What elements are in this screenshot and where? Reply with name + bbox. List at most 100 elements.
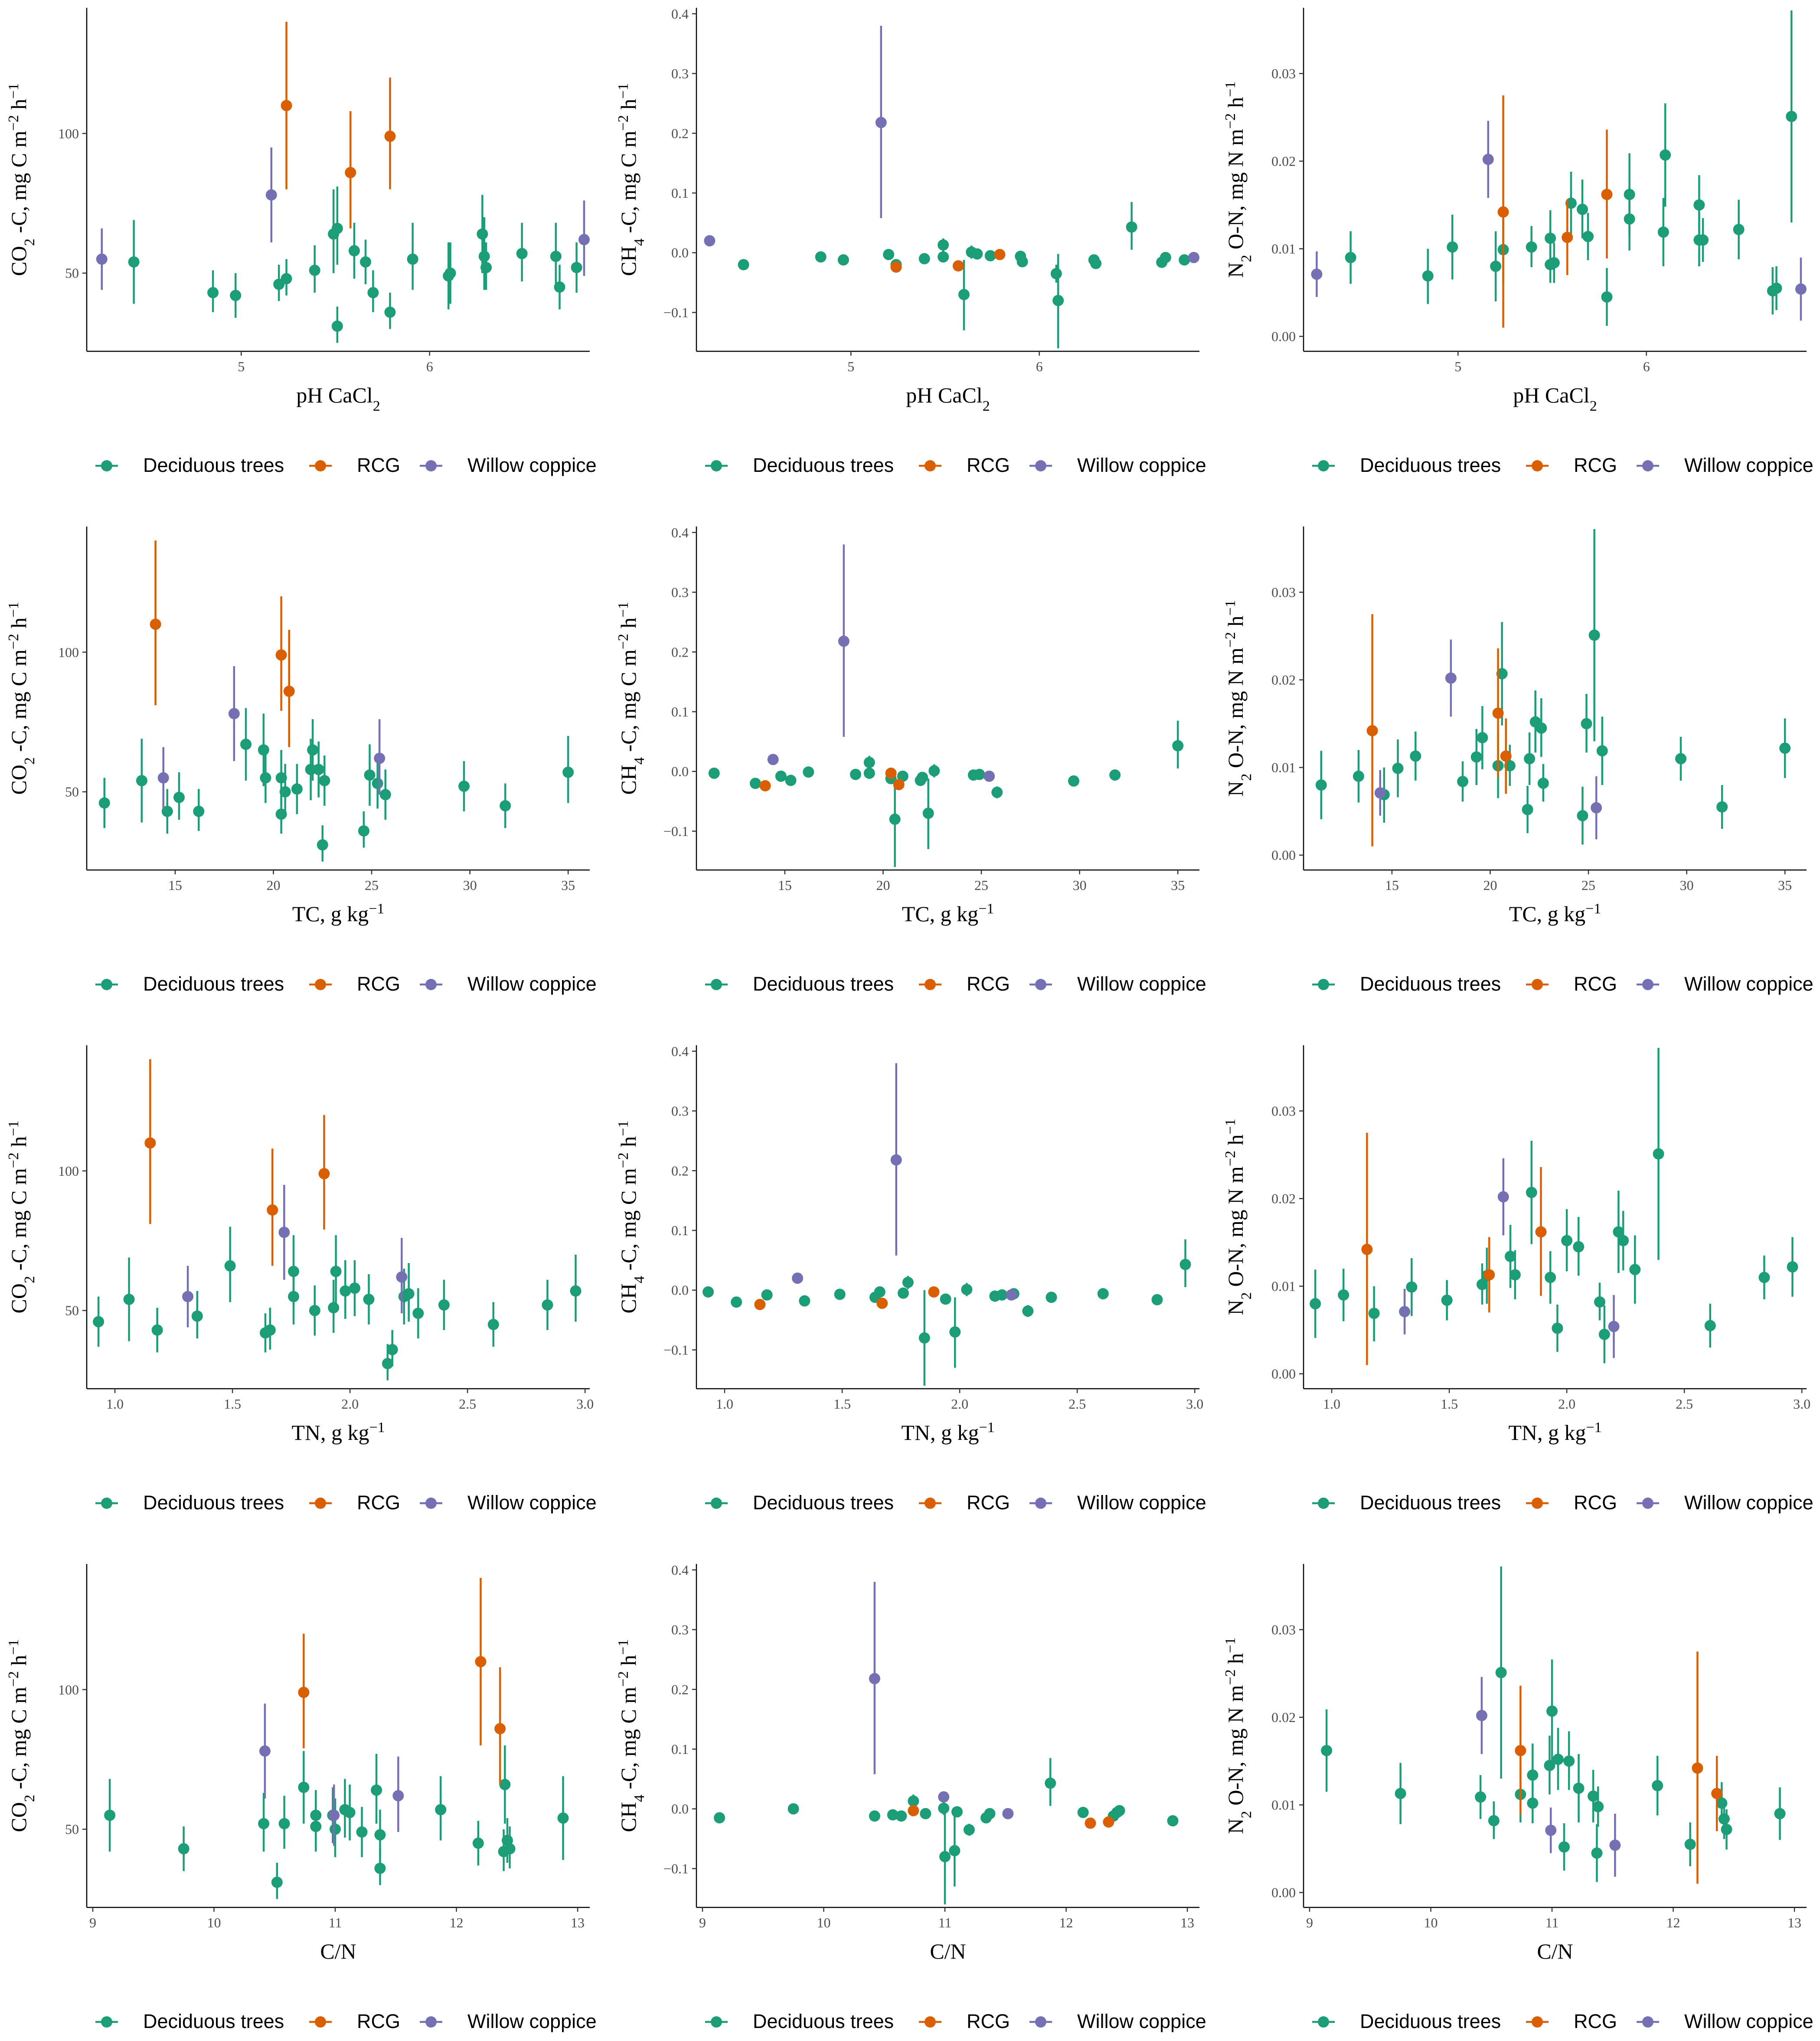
data-point	[799, 1295, 810, 1307]
x-tick-label: 12	[1666, 1915, 1680, 1930]
data-point	[1361, 1243, 1373, 1255]
data-point	[875, 117, 887, 128]
data-point	[356, 1826, 368, 1838]
panel-tc-co2: 15 20 25 30 35 50 100 TC, g kg−1 CO2 -C, mg C m−…	[6, 527, 597, 995]
data-point	[1787, 1261, 1798, 1273]
x-tick-label: 25	[365, 877, 379, 893]
data-point	[902, 1276, 914, 1288]
data-point	[1526, 1187, 1537, 1198]
data-point	[898, 1287, 909, 1299]
panel-cn-co2: 9 10 11 12 13 50 100 C/N CO2 -C, mg C m−2 h−1 Dec…	[6, 1564, 597, 2032]
y-tick-label: 0.00	[1271, 1885, 1296, 1900]
x-axis-label: TC, g kg−1	[902, 901, 994, 926]
x-tick-label: 1.0	[106, 1396, 124, 1412]
data-point	[996, 1289, 1008, 1301]
data-point	[1366, 725, 1378, 736]
data-point	[298, 1687, 310, 1698]
x-axis-label: C/N	[930, 1939, 966, 1963]
data-point	[298, 1782, 310, 1793]
x-tick-label: 20	[1483, 877, 1497, 893]
data-point	[1657, 226, 1669, 238]
x-tick-label: 9	[699, 1915, 706, 1930]
data-point	[1608, 1321, 1620, 1332]
legend-key-point	[1642, 979, 1653, 990]
data-point	[994, 249, 1006, 260]
data-point	[374, 1862, 386, 1874]
data-point	[815, 251, 827, 263]
data-point	[1601, 291, 1613, 303]
x-tick-label: 20	[266, 877, 280, 893]
data-point	[191, 1310, 203, 1322]
data-point	[542, 1299, 553, 1311]
y-axis-label: CO2 -C, mg C m−2 h−1	[6, 83, 38, 276]
y-tick-label: 100	[58, 1163, 79, 1179]
legend-key-point	[925, 460, 936, 471]
legend-key-point	[315, 1498, 326, 1509]
data-point	[1684, 1838, 1696, 1850]
data-point	[318, 1168, 330, 1180]
data-point	[472, 1837, 484, 1849]
data-point	[1180, 1259, 1191, 1270]
legend-label: Willow coppice	[467, 973, 597, 995]
x-tick-label: 25	[974, 877, 988, 893]
data-point	[104, 1809, 116, 1821]
data-point	[1536, 722, 1547, 734]
x-tick-label: 30	[1073, 877, 1087, 893]
data-point	[1422, 270, 1434, 282]
data-point	[386, 1344, 398, 1355]
data-point	[1406, 1281, 1418, 1293]
data-point	[1660, 149, 1671, 161]
data-point	[787, 1803, 799, 1815]
legend-key-point	[1035, 1498, 1046, 1509]
x-tick-label: 1.5	[833, 1396, 851, 1412]
data-point	[1596, 745, 1608, 757]
data-point	[151, 1324, 163, 1336]
legend-key-point	[711, 1498, 722, 1509]
data-point	[98, 797, 110, 809]
legend-label: Deciduous trees	[753, 973, 894, 995]
x-axis-label: TN, g kg−1	[901, 1420, 994, 1445]
x-tick-label: 30	[463, 877, 477, 893]
y-tick-label: 0.3	[671, 66, 689, 82]
data-point	[1545, 1825, 1557, 1836]
legend-label: Willow coppice	[1684, 1492, 1813, 1514]
y-tick-label: −0.1	[663, 1342, 689, 1357]
data-point	[1629, 1264, 1641, 1276]
data-point	[96, 253, 108, 265]
data-point	[150, 618, 161, 630]
data-point	[1311, 268, 1323, 280]
y-tick-label: 0.02	[1271, 1710, 1296, 1725]
data-point	[738, 259, 749, 271]
data-point	[275, 772, 287, 784]
x-tick-label: 20	[876, 877, 890, 893]
data-point	[499, 1779, 511, 1790]
data-point	[562, 766, 574, 778]
y-tick-label: 0.01	[1271, 1797, 1296, 1813]
data-point	[1591, 1847, 1603, 1859]
data-point	[785, 775, 797, 786]
x-tick-label: 35	[1778, 877, 1792, 893]
data-point	[1786, 111, 1797, 122]
data-point	[264, 1324, 276, 1336]
x-tick-label: 10	[207, 1915, 221, 1930]
y-tick-label: 0.01	[1271, 1279, 1296, 1294]
legend-label: RCG	[967, 2010, 1010, 2032]
legend: Deciduous trees RCG Willow coppice	[95, 973, 597, 995]
data-point	[1692, 1762, 1703, 1774]
data-point	[307, 744, 319, 756]
data-point	[1524, 753, 1536, 765]
data-point	[961, 1284, 973, 1295]
y-tick-label: 0.03	[1271, 66, 1296, 82]
data-point	[949, 1845, 961, 1857]
legend-label: RCG	[967, 973, 1010, 995]
panel-tn-co2: 1.0 1.5 2.0 2.5 3.0 50 100 TN, g kg−1 CO2 -C, mg…	[6, 1045, 597, 1514]
x-axis-label: TC, g kg−1	[1509, 901, 1601, 926]
data-point	[1050, 268, 1062, 279]
legend-label: RCG	[967, 454, 1010, 476]
legend-label: RCG	[357, 2010, 400, 2032]
data-point	[128, 256, 140, 268]
x-tick-label: 30	[1680, 877, 1694, 893]
data-point	[792, 1272, 804, 1284]
data-point	[1522, 804, 1533, 815]
data-point	[1345, 252, 1356, 263]
